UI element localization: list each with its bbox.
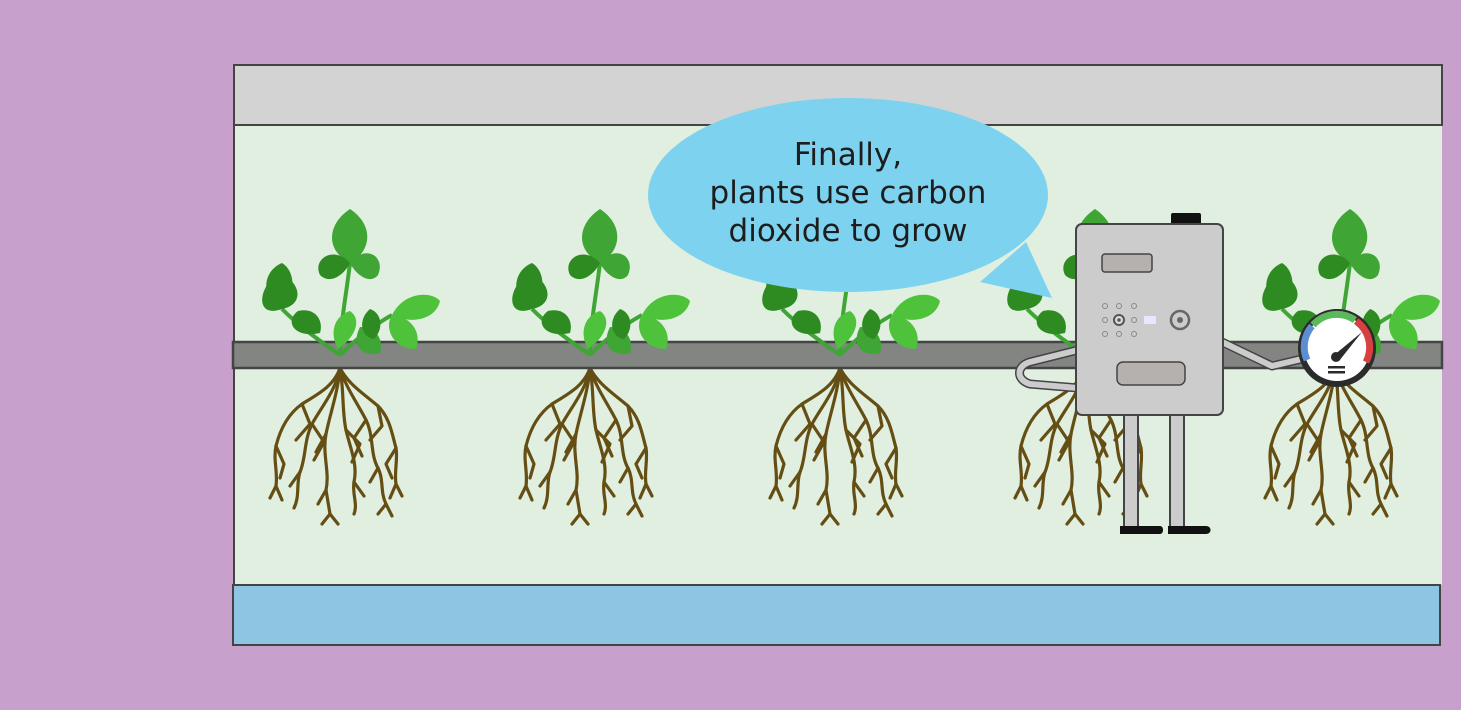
robot-icon: [1015, 213, 1308, 534]
speech-bubble-text: Finally, plants use carbon dioxide to gr…: [648, 136, 1048, 250]
speech-line-2: plants use carbon: [709, 175, 987, 211]
water-reservoir: [232, 584, 1441, 646]
speech-line-1: Finally,: [793, 137, 903, 173]
speech-bubble: [648, 98, 1052, 298]
gauge-icon: [1298, 309, 1376, 387]
robot-control-panel: [1102, 303, 1137, 337]
robot-eye-slot: [1101, 253, 1153, 273]
speech-line-3: dioxide to grow: [728, 213, 968, 249]
robot-mouth-slot: [1116, 361, 1186, 386]
